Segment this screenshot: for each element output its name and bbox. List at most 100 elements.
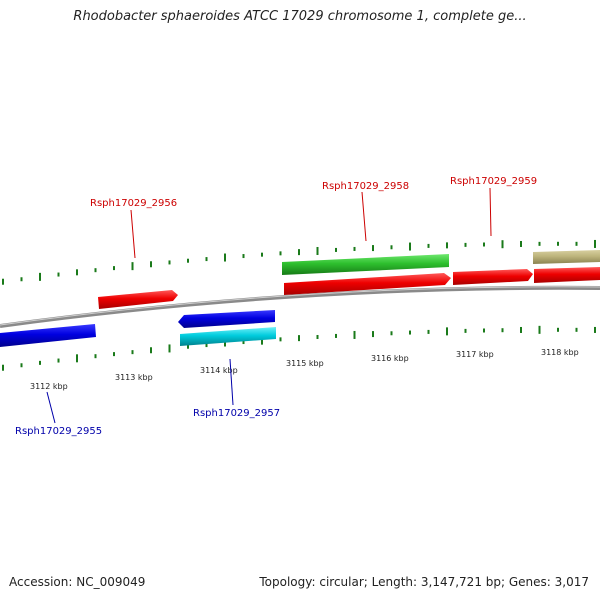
gc-content-inner-track [2,325,596,371]
gc-tick-outer [483,242,485,247]
scale-label-3115: 3115 kbp [286,359,324,368]
gc-tick-inner [57,358,60,363]
gc-tick-inner [335,333,337,338]
gc-tick-inner [464,328,467,333]
gc-tick-outer [335,247,337,252]
gene-2955-arrow[interactable] [0,324,96,347]
scale-label-3118: 3118 kbp [541,348,579,357]
gene-2957-arrow[interactable] [178,310,275,328]
gc-tick-outer [187,258,189,263]
rna-feature-forward[interactable] [282,254,449,275]
scale-label-3116: 3116 kbp [371,354,409,363]
gc-tick-inner [39,360,41,365]
gc-tick-inner [242,340,245,345]
gc-tick-outer [390,245,393,250]
gc-tick-inner [76,354,78,363]
gc-tick-outer [520,240,522,247]
scale-label-3114: 3114 kbp [200,366,238,375]
gene-label-2956[interactable]: Rsph17029_2956 [90,198,177,209]
gene-label-2957[interactable]: Rsph17029_2957 [193,408,280,419]
gc-tick-outer [131,262,134,271]
gc-tick-outer [168,260,171,265]
gene-2958-arrow[interactable] [284,273,451,295]
gc-tick-inner [131,350,134,355]
gc-tick-outer [501,240,504,249]
scale-label-3113: 3113 kbp [115,373,153,382]
gc-tick-inner [279,337,282,342]
gc-tick-inner [483,328,485,333]
gc-tick-inner [575,327,578,332]
gc-tick-inner [409,330,411,335]
gc-tick-outer [224,253,226,262]
gc-tick-outer [113,266,115,271]
gc-tick-outer [76,269,78,276]
gc-tick-inner [372,331,374,338]
gene-label-2955[interactable]: Rsph17029_2955 [15,426,102,437]
gc-tick-outer [427,243,430,248]
gc-tick-outer [464,242,467,247]
gc-tick-outer [575,241,578,246]
gc-tick-outer [557,241,559,246]
gc-tick-inner [298,335,300,342]
gene-label-2959[interactable]: Rsph17029_2959 [450,176,537,187]
gc-tick-inner [205,343,208,348]
gc-tick-outer [242,254,245,259]
accession-footer: Accession: NC_009049 [9,575,146,589]
gc-tick-outer [205,257,208,262]
gc-tick-inner [316,334,319,339]
leader-2956 [130,209,136,259]
rna-feature-reverse[interactable] [180,327,276,346]
gc-tick-inner [538,325,541,334]
gene-label-2958[interactable]: Rsph17029_2958 [322,181,409,192]
gc-tick-outer [372,245,374,252]
gc-tick-inner [446,327,448,336]
gc-tick-outer [353,246,356,251]
leader-2958 [361,191,367,242]
gene-2956-arrow[interactable] [98,290,178,309]
gc-tick-inner [427,329,430,334]
gc-tick-outer [298,249,300,256]
scale-label-3112: 3112 kbp [30,382,68,391]
gc-content-outer-track [2,239,596,285]
gene-2959-arrow[interactable] [453,269,533,285]
gc-tick-inner [557,327,559,332]
gc-tick-inner [150,347,152,354]
gc-tick-inner [2,364,4,371]
gc-tick-outer [446,242,448,249]
leader-2957 [229,358,234,406]
gc-tick-outer [2,278,4,285]
gc-tick-outer [279,251,282,256]
gene-next-arrow[interactable] [534,267,600,283]
genome-summary-footer: Topology: circular; Length: 3,147,721 bp… [259,575,589,589]
leader-2959 [489,187,492,237]
chromosome-backbone [0,285,600,328]
gc-tick-inner [20,363,23,368]
gc-tick-inner [224,340,226,347]
chromosome-backbone-highlight [0,286,600,326]
gc-tick-inner [113,352,115,357]
leader-2955 [46,391,56,424]
gc-tick-inner [187,344,189,349]
gc-tick-outer [261,252,263,257]
gc-tick-outer [57,272,60,277]
gc-tick-inner [261,336,263,345]
gc-tick-outer [39,272,41,281]
gc-tick-outer [20,277,23,282]
gc-tick-inner [520,326,522,333]
gc-tick-outer [150,261,152,268]
map-title: Rhodobacter sphaeroides ATCC 17029 chrom… [73,9,527,24]
scale-label-3117: 3117 kbp [456,350,494,359]
gc-tick-inner [594,326,596,333]
gc-tick-outer [594,239,596,248]
gc-tick-outer [316,246,319,255]
tan-feature[interactable] [533,250,600,264]
gc-tick-inner [390,331,393,336]
gc-tick-inner [168,344,171,353]
gc-tick-inner [94,354,97,359]
gc-tick-outer [538,241,541,246]
gc-tick-outer [409,242,411,251]
gc-tick-outer [94,268,97,273]
gc-tick-inner [353,330,356,339]
gc-tick-inner [501,328,504,333]
